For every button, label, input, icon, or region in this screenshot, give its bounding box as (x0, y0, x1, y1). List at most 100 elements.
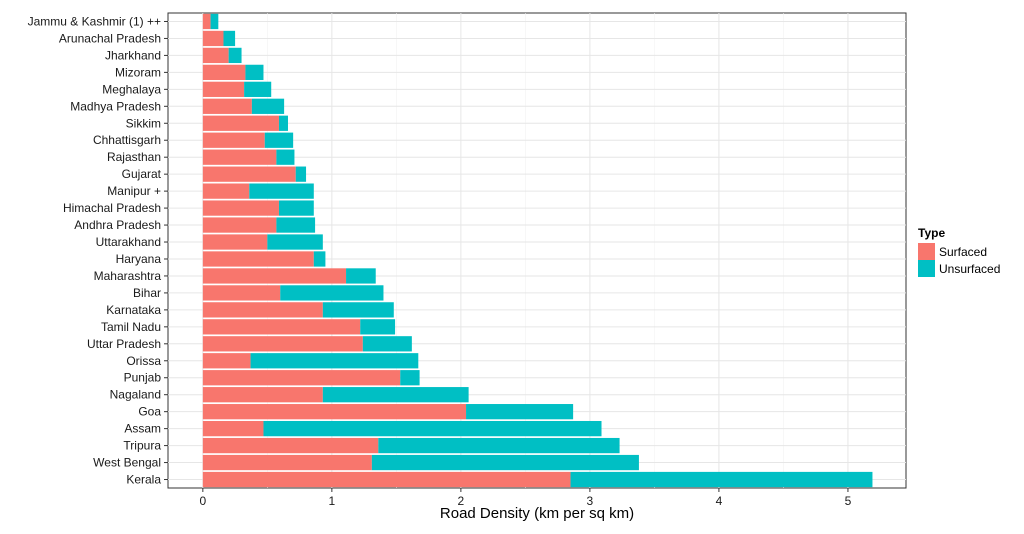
bar-surfaced (202, 234, 268, 250)
bar-surfaced (202, 437, 379, 454)
bar-surfaced (202, 336, 363, 352)
bar-surfaced (202, 13, 211, 30)
bar-surfaced (202, 132, 265, 148)
bar-unsurfaced (371, 454, 639, 471)
bar-unsurfaced (378, 437, 620, 454)
bar-unsurfaced (249, 183, 314, 199)
bar-surfaced (202, 217, 277, 233)
bar-unsurfaced (250, 353, 419, 369)
bar-unsurfaced (466, 404, 574, 420)
y-tick-label: Chhattisgarh (93, 133, 161, 147)
bar-surfaced (202, 64, 246, 81)
x-tick-label: 1 (329, 494, 336, 508)
bar-unsurfaced (264, 132, 294, 148)
legend-label-unsurfaced: Unsurfaced (939, 262, 1000, 276)
bar-surfaced (202, 98, 252, 114)
y-tick-label: Assam (124, 422, 161, 436)
bar-unsurfaced (313, 251, 326, 267)
y-tick-label: Tripura (123, 439, 161, 453)
bar-surfaced (202, 454, 372, 471)
y-tick-label: Tamil Nadu (101, 320, 161, 334)
bar-unsurfaced (400, 370, 420, 386)
y-tick-label: Haryana (116, 252, 162, 266)
bar-unsurfaced (278, 200, 314, 216)
y-tick-label: Nagaland (110, 388, 161, 402)
y-tick-label: West Bengal (93, 456, 161, 470)
bar-surfaced (202, 81, 245, 97)
bar-surfaced (202, 30, 224, 47)
bar-surfaced (202, 166, 296, 182)
bar-surfaced (202, 47, 229, 64)
bar-unsurfaced (295, 166, 307, 182)
x-tick-label: 5 (845, 494, 852, 508)
bar-surfaced (202, 387, 323, 403)
y-tick-label: Arunachal Pradesh (59, 31, 161, 45)
bar-surfaced (202, 251, 314, 267)
bar-unsurfaced (280, 285, 384, 301)
y-tick-label: Uttarakhand (96, 235, 161, 249)
y-tick-label: Rajasthan (107, 150, 161, 164)
bar-surfaced (202, 200, 279, 216)
bar-unsurfaced (276, 149, 295, 165)
bar-unsurfaced (278, 115, 288, 131)
bar-surfaced (202, 420, 264, 437)
bar-surfaced (202, 268, 347, 284)
y-tick-label: Orissa (126, 354, 161, 368)
y-axis: Jammu & Kashmir (1) ++ Arunachal Pradesh J… (28, 14, 168, 487)
bar-surfaced (202, 404, 467, 420)
bar-surfaced (202, 370, 401, 386)
legend-title: Type (918, 226, 945, 240)
y-tick-label: Jharkhand (105, 48, 161, 62)
bar-surfaced (202, 285, 281, 301)
x-tick-label: 4 (716, 494, 723, 508)
y-tick-label: Manipur + (107, 184, 161, 198)
y-tick-label: Sikkim (126, 116, 161, 130)
bar-surfaced (202, 471, 571, 488)
bar-unsurfaced (263, 420, 602, 437)
y-tick-label: Bihar (133, 286, 161, 300)
legend: Type Surfaced Unsurfaced (918, 226, 1000, 277)
y-tick-label: Himachal Pradesh (63, 201, 161, 215)
legend-key-surfaced (918, 243, 935, 260)
bar-surfaced (202, 149, 277, 165)
bar-surfaced (202, 115, 279, 131)
bar-unsurfaced (267, 234, 323, 250)
x-tick-label: 3 (587, 494, 594, 508)
x-axis-title: Road Density (km per sq km) (440, 505, 634, 522)
bar-surfaced (202, 353, 251, 369)
y-tick-label: Madhya Pradesh (70, 99, 161, 113)
bar-surfaced (202, 319, 361, 335)
legend-key-unsurfaced (918, 260, 935, 277)
bar-unsurfaced (570, 471, 873, 488)
bar-unsurfaced (276, 217, 316, 233)
y-tick-label: Karnataka (106, 303, 161, 317)
bar-unsurfaced (244, 81, 272, 97)
x-tick-label: 2 (458, 494, 465, 508)
bar-surfaced (202, 183, 250, 199)
y-tick-label: Mizoram (115, 65, 161, 79)
y-tick-label: Gujarat (122, 167, 162, 181)
y-tick-label: Andhra Pradesh (74, 218, 161, 232)
bar-unsurfaced (245, 64, 264, 81)
bar-unsurfaced (360, 319, 396, 335)
y-tick-label: Meghalaya (102, 82, 161, 96)
bar-unsurfaced (223, 30, 236, 47)
legend-label-surfaced: Surfaced (939, 245, 987, 259)
y-tick-label: Uttar Pradesh (87, 337, 161, 351)
bars (202, 13, 873, 488)
bar-unsurfaced (251, 98, 285, 114)
y-tick-label: Kerala (126, 473, 161, 487)
bar-unsurfaced (322, 302, 394, 318)
y-tick-label: Goa (138, 405, 161, 419)
bar-unsurfaced (210, 13, 219, 30)
y-tick-label: Jammu & Kashmir (1) ++ (28, 14, 161, 28)
y-tick-label: Maharashtra (94, 269, 162, 283)
bar-unsurfaced (346, 268, 376, 284)
bar-unsurfaced (228, 47, 242, 64)
x-axis: 0 1 2 3 4 5 (199, 488, 852, 508)
y-tick-label: Punjab (124, 371, 162, 385)
bar-unsurfaced (362, 336, 412, 352)
bar-unsurfaced (322, 387, 469, 403)
